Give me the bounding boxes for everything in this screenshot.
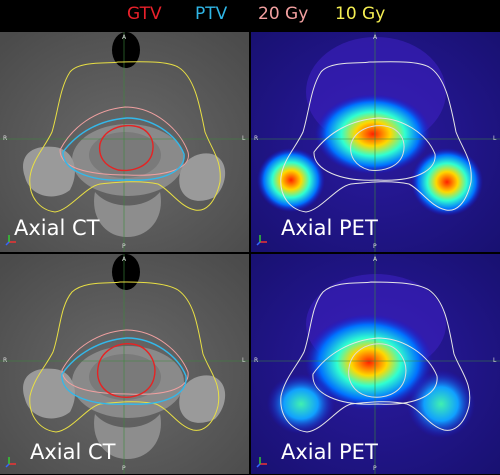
orient-anterior: A bbox=[373, 256, 378, 263]
ct-panel-bottom: A R L P Axial CT bbox=[0, 254, 249, 474]
orient-right: R bbox=[254, 357, 259, 364]
orient-posterior: P bbox=[373, 243, 377, 250]
panel-caption: Axial CT bbox=[14, 216, 100, 240]
orient-left: L bbox=[242, 357, 246, 364]
orient-anterior: A bbox=[122, 256, 127, 263]
legend-10gy: 10 Gy bbox=[335, 4, 386, 24]
orientation-axes-icon bbox=[5, 235, 16, 246]
orient-right: R bbox=[3, 135, 8, 142]
pet-image bbox=[251, 254, 500, 474]
legend-ptv: PTV bbox=[195, 4, 228, 24]
contour-legend: GTV PTV 20 Gy 10 Gy bbox=[0, 0, 500, 32]
orient-right: R bbox=[254, 135, 259, 142]
legend-gtv: GTV bbox=[127, 4, 162, 24]
ct-panel-top: A R L P Axial CT bbox=[0, 32, 249, 252]
orient-posterior: P bbox=[122, 465, 126, 472]
orient-left: L bbox=[493, 135, 497, 142]
pet-panel-top: A R L P Axial PET bbox=[251, 32, 500, 252]
orient-left: L bbox=[493, 357, 497, 364]
ct-image bbox=[0, 32, 249, 252]
panel-caption: Axial PET bbox=[281, 216, 378, 240]
legend-20gy: 20 Gy bbox=[258, 4, 309, 24]
orient-posterior: P bbox=[122, 243, 126, 250]
panel-caption: Axial PET bbox=[281, 440, 378, 464]
orientation-axes-icon bbox=[256, 457, 267, 468]
orientation-axes-icon bbox=[256, 235, 267, 246]
orient-right: R bbox=[3, 357, 8, 364]
orient-anterior: A bbox=[122, 34, 127, 41]
orient-posterior: P bbox=[373, 465, 377, 472]
orient-anterior: A bbox=[373, 34, 378, 41]
orientation-axes-icon bbox=[5, 457, 16, 468]
pet-panel-bottom: A R L P Axial PET bbox=[251, 254, 500, 474]
ct-image bbox=[0, 254, 249, 474]
panel-caption: Axial CT bbox=[30, 440, 116, 464]
pet-image bbox=[251, 32, 500, 252]
orient-left: L bbox=[242, 135, 246, 142]
